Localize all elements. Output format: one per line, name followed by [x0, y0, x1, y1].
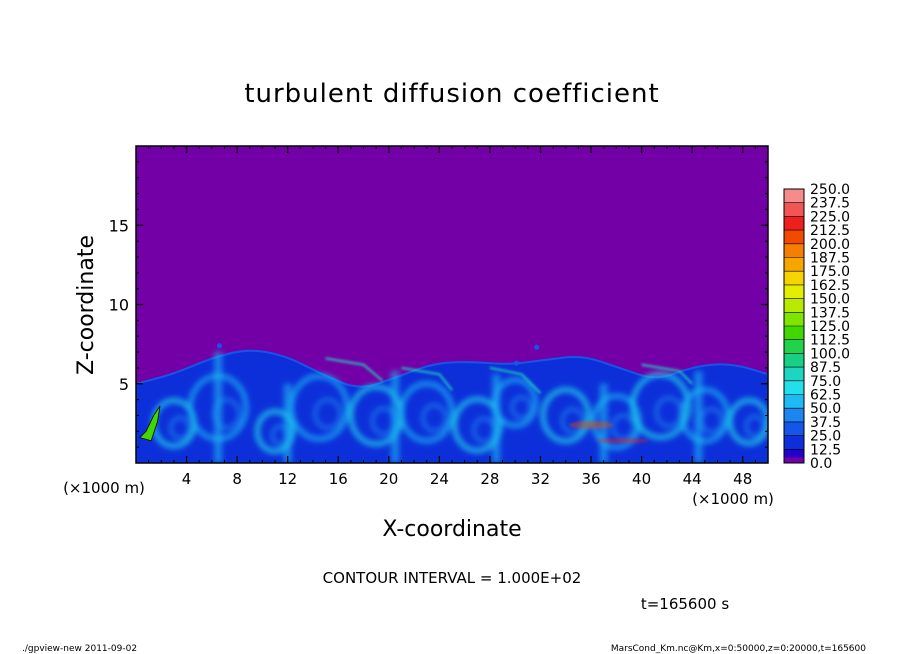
- isolated-eddy: [513, 360, 519, 366]
- colorbar-label: 112.5: [810, 333, 850, 349]
- updraft-plume: [391, 371, 400, 463]
- colorbar-bin: [784, 312, 804, 327]
- x-tick-label: 44: [683, 470, 702, 488]
- isolated-eddy: [534, 344, 540, 350]
- high-value-patch: [139, 405, 161, 442]
- colorbar-label: 87.5: [810, 360, 841, 376]
- x-tick-label: 12: [278, 470, 297, 488]
- contour-interval-label: CONTOUR INTERVAL = 1.000E+02: [323, 569, 582, 587]
- isolated-eddy: [216, 343, 222, 349]
- colorbar-bin: [784, 202, 804, 217]
- colorbar-label: 125.0: [810, 319, 850, 335]
- colorbar-bin: [784, 394, 804, 409]
- colorbar-bin: [784, 243, 804, 258]
- y-tick-label: 15: [109, 216, 129, 235]
- colorbar-bin: [784, 339, 804, 354]
- colorbar-label: 100.0: [810, 346, 850, 362]
- eddy-core: [420, 403, 448, 433]
- x-tick-label: 48: [733, 470, 752, 488]
- x-tick-label: 8: [232, 470, 242, 488]
- footer-right: MarsCond_Km.nc@Km,x=0:50000,z=0:20000,t=…: [611, 644, 866, 654]
- colorbar-bin: [784, 380, 804, 395]
- colorbar-bin: [784, 284, 804, 299]
- colorbar-label: 50.0: [810, 401, 841, 417]
- updraft-plume: [694, 371, 703, 463]
- x-tick-label: 16: [329, 470, 348, 488]
- updraft-plume: [492, 374, 501, 463]
- eddy: [630, 372, 691, 440]
- colorbar-bin: [784, 257, 804, 272]
- colorbar: 250.0237.5225.0212.5200.0187.5175.0162.5…: [783, 182, 850, 472]
- colorbar-label: 175.0: [810, 264, 850, 280]
- eddy: [398, 381, 455, 444]
- colorbar-label: 0.0: [810, 456, 832, 472]
- colorbar-label: 62.5: [810, 388, 841, 404]
- colorbar-bin: [784, 271, 804, 286]
- colorbar-label: 162.5: [810, 278, 850, 294]
- eddy-structures: [151, 352, 768, 463]
- colorbar-bin: [784, 326, 804, 340]
- shear-streak: [325, 357, 384, 382]
- colorbar-bin: [784, 353, 804, 368]
- colorbar-bin: [784, 230, 804, 245]
- colorbar-label: 212.5: [810, 223, 850, 239]
- colorbar-label: 25.0: [810, 429, 841, 445]
- eddy-core: [510, 395, 533, 420]
- shear-streak: [641, 363, 693, 385]
- colorbar-label: 200.0: [810, 237, 850, 253]
- colorbar-label: 237.5: [810, 196, 850, 212]
- x-tick-label: 4: [182, 470, 192, 488]
- x-unit-label: (×1000 m): [692, 490, 774, 508]
- colorbar-label: 137.5: [810, 305, 850, 321]
- colorbar-bin: [784, 216, 804, 231]
- chart-title: turbulent diffusion coefficient: [244, 79, 659, 109]
- eddy-core: [560, 407, 585, 435]
- y-tick-label: 10: [109, 296, 129, 315]
- x-axis: 4 8 12 16 20 24 28 32 36 40 44 48: [148, 146, 756, 488]
- colorbar-label: 187.5: [810, 251, 850, 267]
- colorbar-bin: [784, 421, 804, 436]
- y-tick-label: 5: [119, 375, 129, 394]
- shear-streak: [489, 366, 542, 394]
- eddy-core: [313, 397, 343, 430]
- x-tick-label: 24: [430, 470, 449, 488]
- eddy-core: [744, 414, 766, 438]
- y-axis-label: Z-coordinate: [74, 235, 99, 375]
- x-tick-label: 40: [632, 470, 651, 488]
- footer-left: ./gpview-new 2011-09-02: [22, 644, 137, 654]
- colorbar-label: 250.0: [810, 182, 850, 198]
- x-tick-label: 28: [480, 470, 499, 488]
- colorbar-bin: [784, 367, 804, 382]
- warm-patch: [569, 420, 614, 429]
- eddy-core: [168, 415, 192, 441]
- colorbar-bin: [784, 189, 804, 203]
- colorbar-label: 225.0: [810, 209, 850, 225]
- colorbar-bin: [784, 298, 804, 313]
- x-tick-label: 20: [379, 470, 398, 488]
- colorbar-label: 12.5: [810, 442, 841, 458]
- x-tick-label: 32: [531, 470, 550, 488]
- shear-streak: [401, 366, 453, 391]
- x-axis-label: X-coordinate: [382, 517, 521, 542]
- eddy-core: [211, 397, 242, 430]
- time-label: t=165600 s: [641, 595, 729, 613]
- warm-patch: [596, 437, 649, 444]
- x-tick-label: 36: [581, 470, 600, 488]
- eddy: [679, 387, 731, 444]
- colorbar-bottom: [784, 457, 804, 463]
- eddy: [254, 408, 296, 454]
- eddy: [540, 387, 592, 444]
- colorbar-label: 37.5: [810, 415, 841, 431]
- y-unit-label: (×1000 m): [63, 479, 145, 497]
- colorbar-label: 75.0: [810, 374, 841, 390]
- updraft-plume: [283, 383, 292, 463]
- colorbar-bin: [784, 435, 804, 450]
- colorbar-bin: [784, 408, 804, 423]
- turbulent-layer: [136, 343, 768, 463]
- colorbar-label: 150.0: [810, 292, 850, 308]
- y-axis: 5 10 15: [109, 161, 768, 448]
- edge-streaks: [325, 357, 693, 394]
- updraft-plume: [214, 352, 223, 463]
